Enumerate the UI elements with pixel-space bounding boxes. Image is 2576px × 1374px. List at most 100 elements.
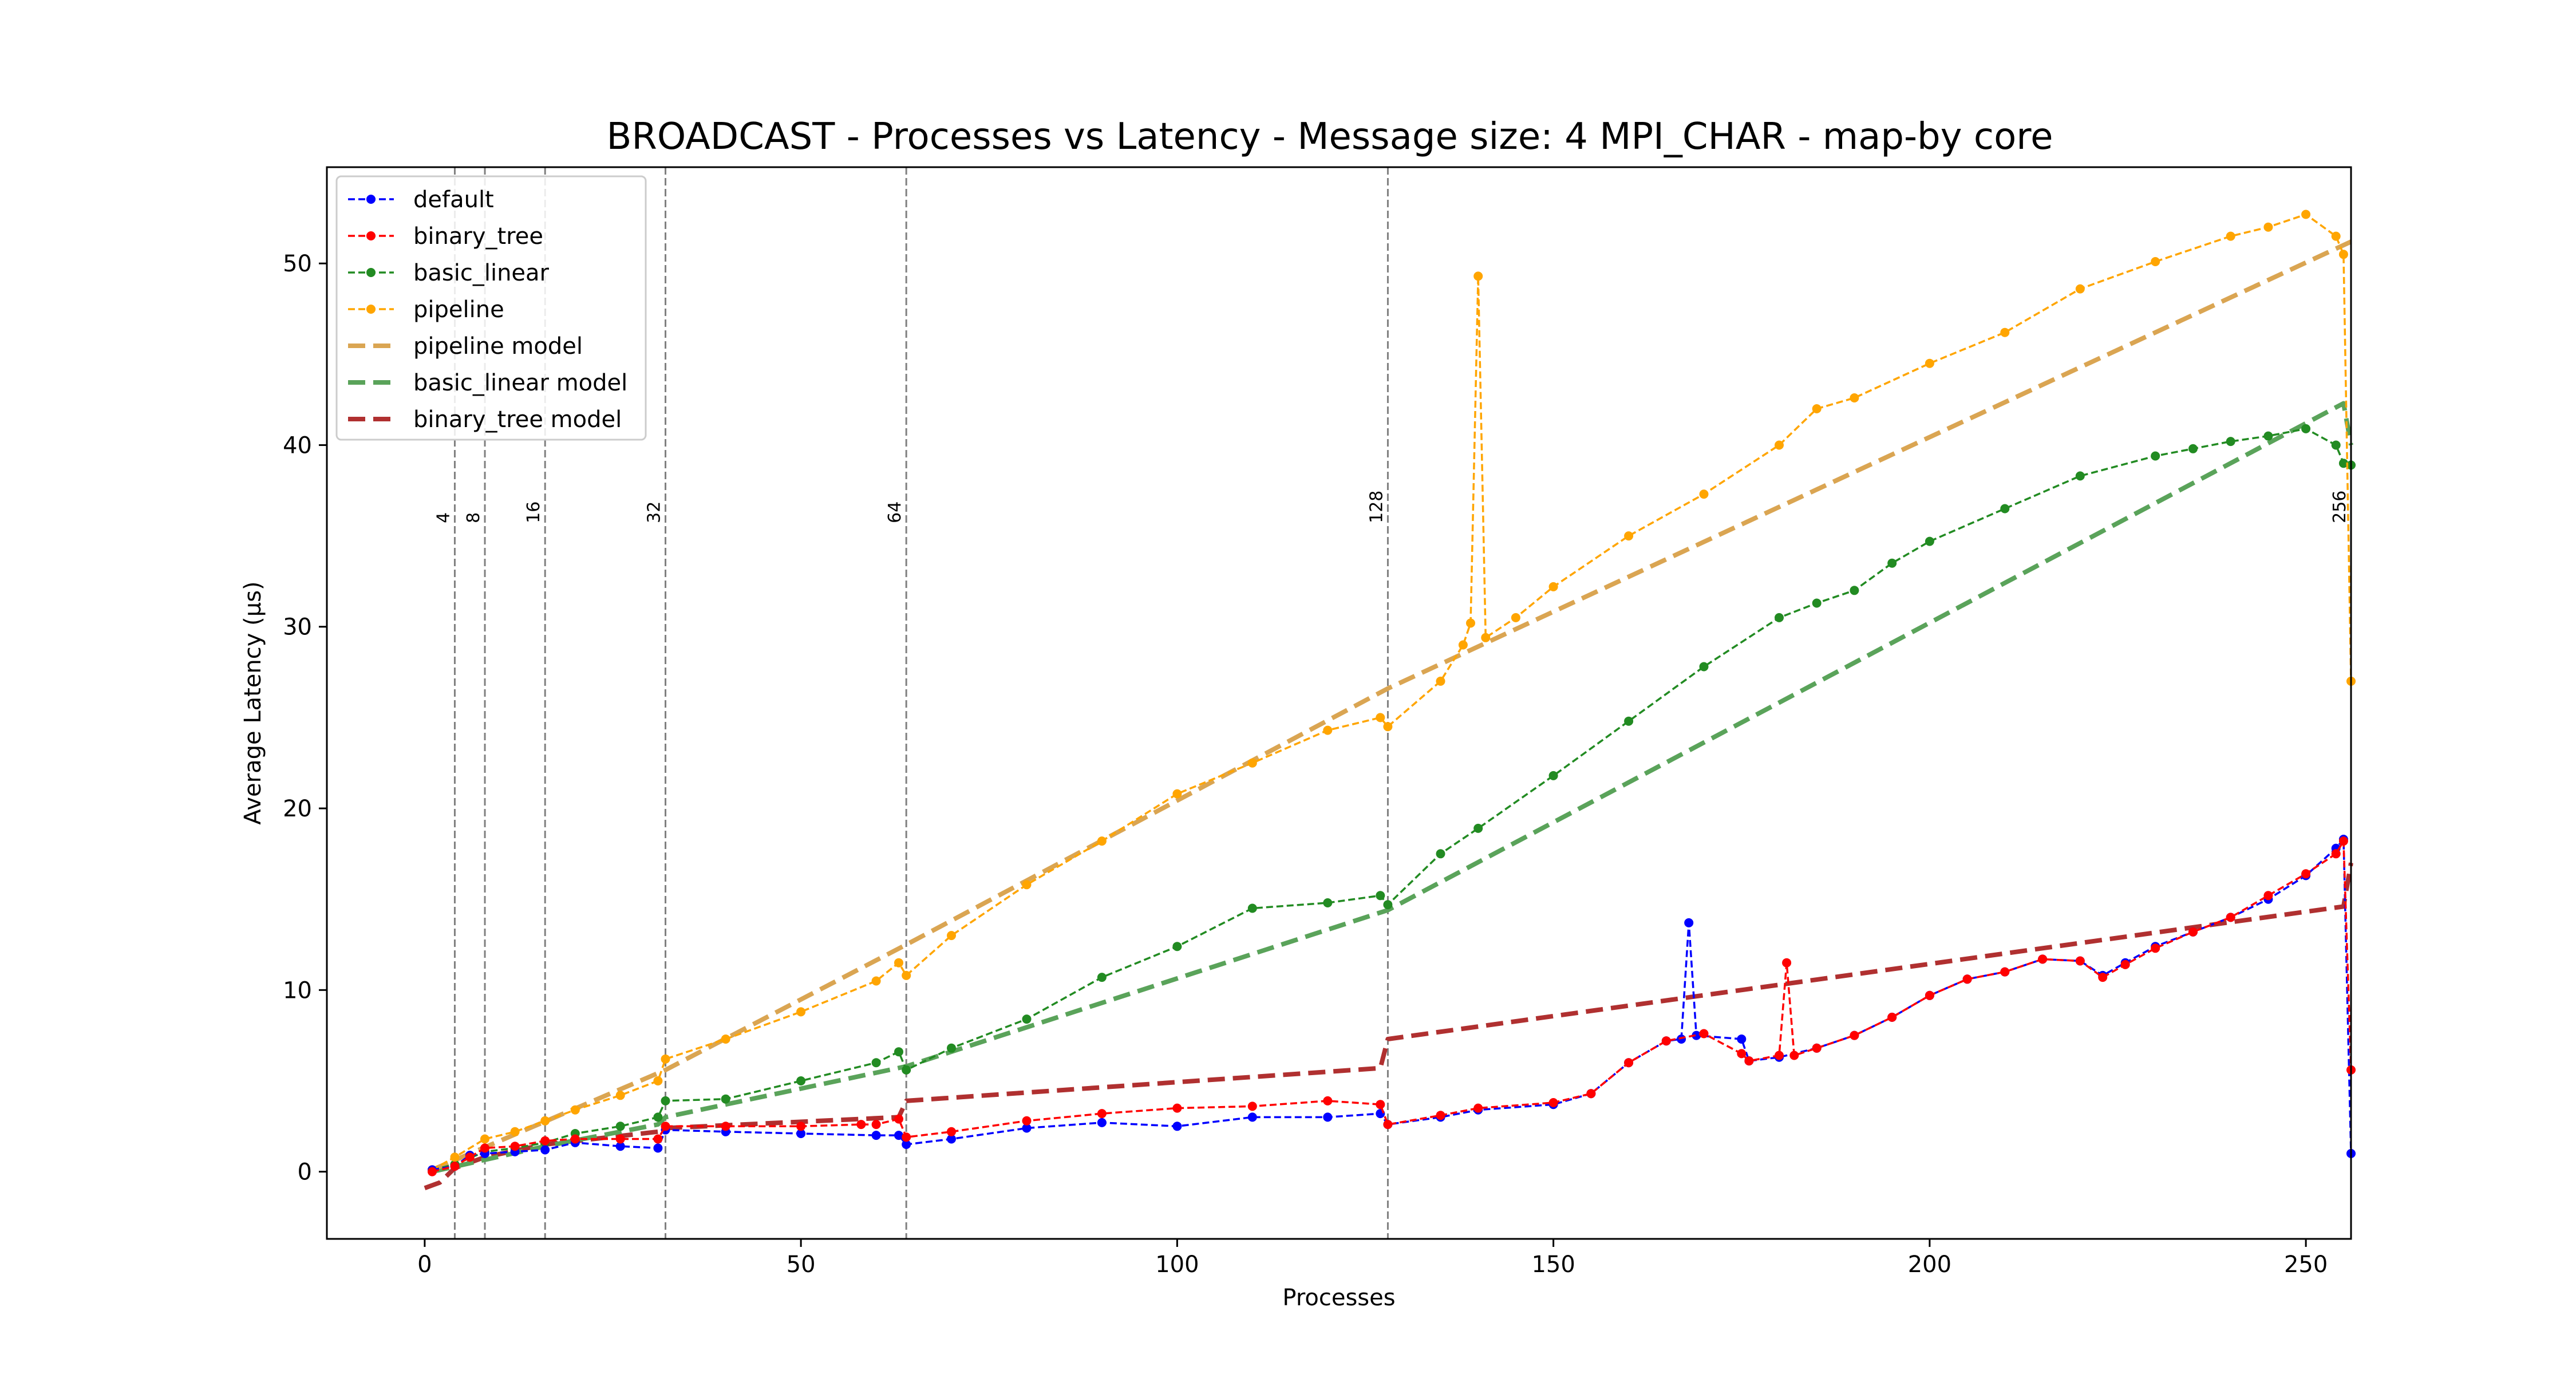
data-point	[1684, 918, 1694, 927]
data-point	[2331, 440, 2341, 450]
data-point	[2000, 967, 2010, 977]
data-point	[1699, 662, 1709, 672]
data-point	[2098, 973, 2108, 982]
data-point	[1247, 903, 1257, 913]
data-point	[661, 1122, 670, 1131]
data-point	[1737, 1035, 1747, 1044]
data-point	[1812, 598, 1822, 608]
legend-item-binary-tree: binary_tree	[348, 223, 543, 250]
data-point	[653, 1134, 663, 1144]
data-point	[1172, 789, 1182, 799]
data-point	[1097, 1118, 1107, 1127]
data-point	[661, 1096, 670, 1105]
data-point	[1775, 613, 1784, 622]
data-point	[1586, 1089, 1596, 1099]
series-basic-linear	[428, 424, 2356, 1175]
data-point	[1699, 489, 1709, 499]
data-point	[1383, 1120, 1393, 1130]
data-point	[1624, 531, 1634, 541]
data-point	[947, 1043, 956, 1053]
x-tick-label: 50	[787, 1251, 816, 1278]
data-point	[1789, 1051, 1799, 1060]
x-tick-label: 100	[1155, 1251, 1199, 1278]
data-point	[856, 1120, 866, 1130]
y-tick-label: 10	[283, 977, 312, 1004]
axes: 0 50 100 150 200 250 0 10 20 30 40 50	[283, 251, 2328, 1278]
data-point	[1247, 1112, 1257, 1122]
data-point	[2338, 836, 2348, 846]
data-point	[540, 1116, 550, 1126]
data-point	[1383, 722, 1393, 732]
data-point	[1511, 613, 1520, 622]
data-point	[480, 1143, 489, 1153]
vline-label-64: 64	[885, 502, 905, 523]
data-point	[1097, 1109, 1107, 1119]
legend-label: basic_linear	[413, 260, 550, 286]
data-point	[871, 976, 881, 986]
data-point	[1376, 713, 1385, 722]
data-point	[1850, 393, 1859, 402]
y-tick-label: 30	[283, 614, 312, 641]
data-point	[1473, 1103, 1483, 1113]
data-point	[721, 1035, 730, 1044]
data-point	[1247, 1101, 1257, 1111]
legend-label: pipeline	[413, 297, 504, 323]
data-point	[1323, 898, 1333, 907]
data-point	[1481, 633, 1491, 642]
data-point	[902, 970, 911, 980]
data-point	[450, 1162, 460, 1171]
series-pipeline-model	[431, 239, 2352, 1172]
data-point	[1887, 1012, 1897, 1022]
vline-label-8: 8	[464, 512, 484, 523]
data-point	[1097, 836, 1107, 846]
x-tick-label: 200	[1908, 1251, 1951, 1278]
data-point	[2263, 431, 2273, 441]
y-axis-label: Average Latency (μs)	[240, 581, 266, 824]
data-point	[1699, 1029, 1709, 1039]
data-point	[1692, 1030, 1701, 1040]
series-pipeline	[428, 210, 2356, 1175]
legend-label: binary_tree model	[413, 406, 622, 433]
data-point	[2226, 913, 2235, 922]
data-point	[1172, 942, 1182, 951]
plot-frame	[326, 166, 2352, 1240]
chart-title: BROADCAST - Processes vs Latency - Messa…	[607, 116, 2053, 158]
data-point	[2188, 927, 2198, 937]
data-point	[2263, 891, 2273, 901]
data-point	[2338, 250, 2348, 259]
series-line	[432, 838, 2352, 1171]
data-point	[1323, 1112, 1333, 1122]
data-point	[1022, 880, 1032, 890]
data-point	[615, 1134, 625, 1144]
legend: default binary_tree basic_linear pipeline pi…	[335, 175, 647, 441]
data-point	[1172, 1122, 1182, 1131]
vline-label-32: 32	[645, 502, 665, 523]
vline-label-128: 128	[1366, 491, 1386, 523]
data-point	[2301, 869, 2311, 879]
data-point	[428, 1167, 437, 1176]
data-point	[2188, 444, 2198, 453]
legend-item-pipeline: pipeline	[348, 297, 504, 323]
data-point	[1022, 1116, 1032, 1126]
data-point	[894, 958, 903, 968]
data-point	[1466, 618, 1475, 628]
x-tick-label: 250	[2284, 1251, 2328, 1278]
data-point	[2151, 943, 2160, 953]
data-point	[1458, 640, 1468, 650]
data-point	[2338, 459, 2348, 468]
data-point	[1473, 823, 1483, 833]
data-point	[1022, 1123, 1032, 1133]
data-point	[450, 1152, 460, 1162]
legend-item-pipeline-model: pipeline model	[348, 333, 583, 360]
data-point	[902, 1065, 911, 1075]
data-point	[2075, 284, 2085, 294]
data-point	[2000, 504, 2010, 514]
series-line	[431, 239, 2352, 1172]
data-point	[1812, 404, 1822, 413]
legend-box	[335, 175, 647, 441]
data-point	[947, 931, 956, 941]
data-point	[540, 1136, 550, 1146]
y-tick-label: 50	[283, 251, 312, 277]
series-layer	[424, 210, 2356, 1190]
data-point	[465, 1152, 475, 1162]
